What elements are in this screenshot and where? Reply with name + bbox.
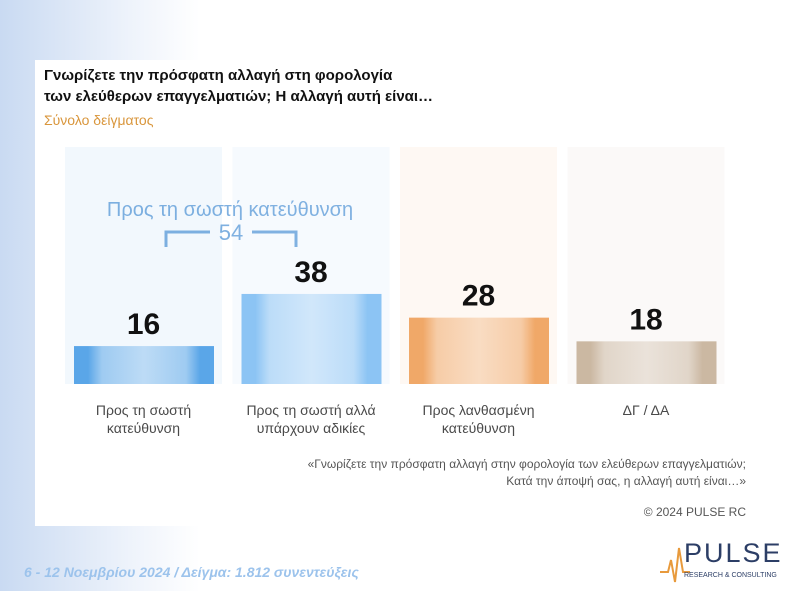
x-tick-label: Προς τη σωστή κατεύθυνση: [95, 402, 192, 436]
chart-subtitle: Σύνολο δείγματος: [44, 112, 154, 128]
logo-name: PULSE: [684, 538, 783, 568]
bar: [241, 293, 382, 384]
x-tick-label: ΔΓ / ΔΑ: [622, 402, 670, 418]
card: [35, 60, 762, 526]
copyright: © 2024 PULSE RC: [644, 505, 747, 519]
bracket: [164, 230, 298, 247]
bar: [409, 317, 549, 384]
note: «Γνωρίζετε την πρόσφατη αλλαγή στην φορο…: [308, 457, 746, 471]
x-tick-label: Προς τη σωστή αλλά υπάρχουν αδικίες: [246, 402, 376, 436]
value-label: 38: [294, 256, 327, 289]
logo-tagline: RESEARCH & CONSULTING: [684, 572, 777, 579]
value-label: 28: [462, 280, 495, 313]
bar: [74, 346, 214, 384]
x-tick-label: Προς λανθασμένη κατεύθυνση: [422, 402, 535, 436]
annotation-text: Προς τη σωστή κατεύθυνση: [107, 199, 353, 221]
chart-title: Γνωρίζετε την πρόσφατη αλλαγή στη φορολο…: [44, 67, 393, 84]
value-label: 18: [629, 303, 662, 336]
chart-title: των ελεύθερων επαγγελματιών; Η αλλαγή αυ…: [44, 88, 433, 105]
note: Κατά την άποψή σας, η αλλαγή αυτή είναι……: [506, 474, 746, 488]
annotation-value: 54: [219, 220, 243, 245]
panel: [65, 147, 222, 384]
footer: 6 - 12 Νοεμβρίου 2024 / Δείγμα: 1.812 συ…: [24, 564, 359, 580]
logo-pulse-icon: [660, 547, 690, 583]
value-label: 16: [127, 308, 160, 341]
bar: [576, 341, 717, 384]
